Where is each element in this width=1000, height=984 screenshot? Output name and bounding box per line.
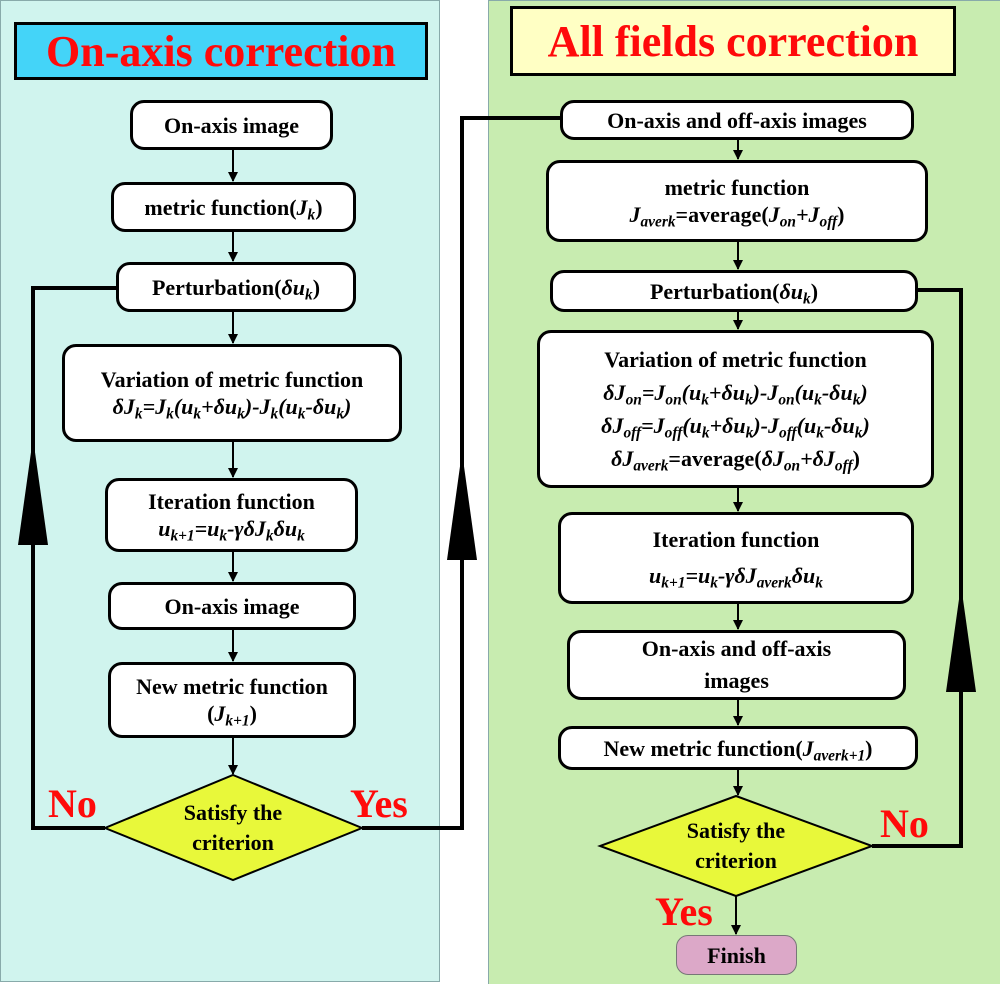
step-text-line: δJoff=Joff(uk+δuk)-Joff(uk-δuk) (601, 413, 870, 442)
step-text-line: Perturbation(δuk) (649, 278, 819, 308)
right-step-images: On-axis and off-axis images (560, 100, 914, 140)
right-title: All fields correction (510, 6, 956, 76)
decision-text-line: criterion (695, 848, 777, 873)
finish-terminal: Finish (676, 935, 797, 975)
right-decision-diamond (597, 794, 875, 898)
step-text-line: δJon=Jon(uk+δuk)-Jon(uk-δuk) (603, 380, 868, 409)
decision-text-line: criterion (192, 830, 274, 855)
left-step-iteration: Iteration function uk+1=uk-γδJkδuk (105, 478, 358, 552)
right-decision-text: Satisfy the criterion (636, 808, 836, 884)
big-up-arrow-icon (946, 585, 976, 692)
left-step-metric-function: metric function(Jk) (111, 182, 356, 232)
step-text-line: images (704, 668, 769, 693)
big-up-arrow-icon (18, 438, 48, 545)
right-step-new-metric: New metric function(Javerk+1) (558, 726, 918, 770)
decision-text-line: Satisfy the (183, 800, 283, 825)
step-text-line: Iteration function (148, 489, 315, 514)
step-text-line: On-axis image (164, 593, 300, 619)
step-text-line: (Jk+1) (207, 701, 257, 730)
right-yes-label: Yes (655, 889, 713, 934)
left-yes-label: Yes (350, 781, 408, 826)
left-title: On-axis correction (14, 22, 428, 80)
right-step-variation: Variation of metric function δJon=Jon(uk+… (537, 330, 934, 488)
left-decision-diamond (102, 773, 365, 882)
left-step-on-axis-image: On-axis image (130, 100, 333, 150)
step-text-line: On-axis and off-axis images (607, 107, 867, 133)
step-text-line: δJaverk=average(δJon+δJoff) (611, 446, 860, 475)
left-decision-text: Satisfy the criterion (130, 790, 336, 866)
left-step-variation: Variation of metric function δJk=Jk(uk+δu… (62, 344, 402, 442)
step-text-line: Perturbation(δuk) (151, 274, 321, 304)
step-text-line: uk+1=uk-γδJkδuk (158, 516, 305, 545)
step-text-line: metric function(Jk) (144, 194, 323, 224)
big-up-arrow-icon (447, 452, 477, 560)
right-no-loop (872, 288, 963, 848)
right-step-metric-function: metric function Javerk=average(Jon+Joff) (546, 160, 928, 242)
step-text-line: δJk=Jk(uk+δuk)-Jk(uk-δuk) (112, 394, 352, 423)
step-text-line: New metric function(Javerk+1) (603, 735, 873, 765)
step-text-line: uk+1=uk-γδJaverkδuk (649, 563, 823, 592)
left-no-loop (31, 286, 116, 830)
left-no-label: No (48, 781, 97, 826)
step-text-line: Javerk=average(Jon+Joff) (629, 202, 845, 231)
step-text-line: On-axis image (163, 112, 300, 138)
left-step-new-metric: New metric function (Jk+1) (108, 662, 356, 738)
step-text-line: Iteration function (652, 527, 820, 552)
right-no-label: No (880, 801, 929, 846)
step-text-line: metric function (664, 175, 810, 200)
left-step-on-axis-image-2: On-axis image (108, 582, 356, 630)
step-text-line: On-axis and off-axis (641, 636, 832, 661)
right-step-images-2: On-axis and off-axis images (567, 630, 906, 700)
right-step-perturbation: Perturbation(δuk) (550, 270, 918, 312)
left-step-perturbation: Perturbation(δuk) (116, 262, 356, 312)
decision-text-line: Satisfy the (686, 818, 786, 843)
step-text-line: Variation of metric function (100, 367, 364, 392)
step-text-line: Variation of metric function (604, 347, 867, 372)
right-step-iteration: Iteration function uk+1=uk-γδJaverkδuk (558, 512, 914, 604)
step-text-line: New metric function (136, 674, 328, 699)
